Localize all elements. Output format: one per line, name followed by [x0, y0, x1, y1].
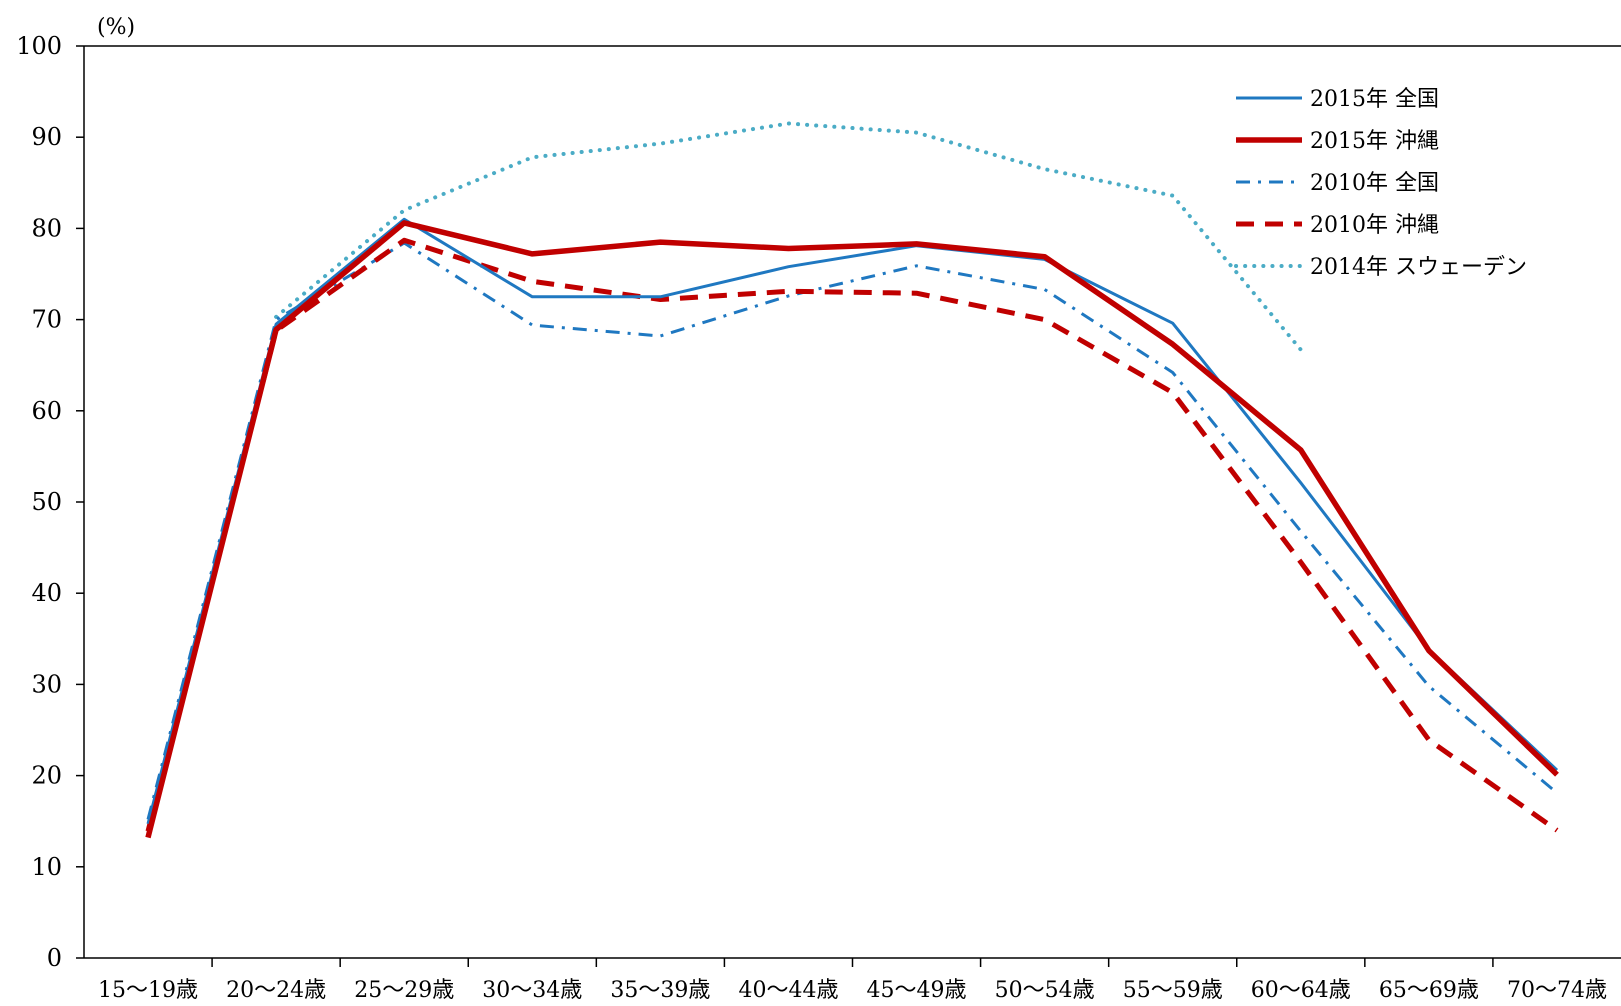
x-tick-label: 60～64歳 — [1251, 978, 1351, 1003]
series-line — [274, 121, 1303, 352]
legend-label: 2014年 スウェーデン — [1310, 255, 1527, 280]
x-tick-label: 45～49歳 — [867, 978, 967, 1003]
x-axis: 15～19歳 20～24歳 25～29歳 30～34歳 35～39歳 40～44歳 45～4… — [98, 958, 1607, 1003]
y-tick-label: 80 — [31, 214, 62, 242]
y-tick-label: 10 — [31, 853, 62, 881]
series-layer — [145, 121, 1559, 839]
series-4 — [274, 121, 1303, 352]
series-line — [145, 237, 1559, 833]
x-tick-label: 30～34歳 — [482, 978, 582, 1003]
legend-label: 2015年 全国 — [1310, 87, 1439, 112]
series-line — [146, 217, 1559, 825]
series-2 — [146, 241, 1558, 820]
y-unit-label: (%) — [97, 15, 135, 40]
y-tick-label: 100 — [16, 32, 62, 60]
y-tick-label: 0 — [47, 944, 62, 972]
x-tick-label: 35～39歳 — [610, 978, 710, 1003]
series-1 — [145, 220, 1559, 839]
x-tick-label: 40～44歳 — [738, 978, 838, 1003]
legend-label: 2010年 沖縄 — [1310, 213, 1439, 238]
series-0 — [146, 217, 1559, 825]
y-tick-label: 30 — [31, 670, 62, 698]
x-tick-label: 25～29歳 — [354, 978, 454, 1003]
series-line — [146, 241, 1558, 820]
legend-label: 2015年 沖縄 — [1310, 129, 1439, 154]
x-tick-label: 15～19歳 — [98, 978, 198, 1003]
y-tick-label: 70 — [31, 306, 62, 334]
series-3 — [145, 237, 1559, 833]
y-tick-label: 40 — [31, 579, 62, 607]
y-axis: 0 10 20 30 40 50 60 70 80 90 100 — [16, 32, 84, 972]
x-tick-label: 65～69歳 — [1379, 978, 1479, 1003]
y-tick-label: 20 — [31, 762, 62, 790]
legend: 2015年 全国 2015年 沖縄 2010年 全国 2010年 沖縄 2014年 スウ… — [1234, 87, 1527, 280]
legend-label: 2010年 全国 — [1310, 171, 1439, 196]
y-tick-label: 60 — [31, 397, 62, 425]
x-tick-label: 70～74歳 — [1507, 978, 1607, 1003]
x-tick-label: 50～54歳 — [995, 978, 1095, 1003]
x-tick-label: 20～24歳 — [226, 978, 326, 1003]
x-tick-label: 55～59歳 — [1123, 978, 1223, 1003]
y-tick-label: 90 — [31, 123, 62, 151]
series-line — [145, 220, 1559, 839]
y-tick-label: 50 — [31, 488, 62, 516]
